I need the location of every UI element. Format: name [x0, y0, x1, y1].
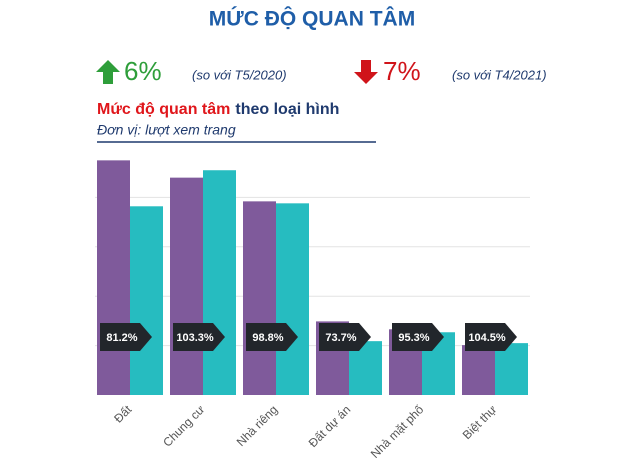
stat-note: (so với T4/2021) — [452, 67, 547, 82]
x-tick-label: Nhà riêng — [234, 402, 281, 449]
stat-change: 7% — [383, 56, 421, 86]
chart-title: Mức độ quan tâm theo loại hình — [97, 101, 339, 118]
ratio-arrow — [392, 323, 444, 351]
ratio-label: 104.5% — [468, 332, 506, 344]
ratio-label: 98.8% — [252, 332, 283, 344]
x-tick-label: Đất dự án — [306, 402, 354, 450]
bar — [203, 170, 236, 395]
ratio-arrow — [100, 323, 152, 351]
ratio-label: 81.2% — [106, 332, 137, 344]
chart-title-rest: theo loại hình — [235, 101, 339, 118]
bar — [170, 177, 203, 395]
x-tick-label: Chung cư — [160, 402, 207, 449]
x-tick-label: Đất — [111, 402, 135, 426]
ratio-label: 95.3% — [398, 332, 429, 344]
bar — [462, 345, 495, 395]
ratio-label: 103.3% — [176, 332, 214, 344]
bar — [130, 206, 163, 395]
ratio-arrow — [246, 323, 298, 351]
stat-note: (so với T5/2020) — [192, 67, 287, 82]
chart-subtitle: Đơn vị: lượt xem trang — [97, 122, 236, 138]
bar — [495, 343, 528, 395]
bar — [97, 160, 130, 395]
x-tick-label: Biệt thự — [460, 402, 500, 442]
plot: 81.2% Đất 103.3% Chung cư 98.8% Nhà riêng 73.7… — [95, 160, 530, 461]
chart-title-highlight: Mức độ quan tâm — [97, 101, 230, 118]
stat-change: 6% — [124, 56, 162, 86]
down-arrow — [354, 60, 378, 84]
x-tick-label: Nhà mặt phố — [368, 402, 427, 461]
ratio-label: 73.7% — [325, 332, 356, 344]
ratio-arrow — [465, 323, 517, 351]
up-arrow — [96, 60, 120, 84]
ratio-arrow — [173, 323, 225, 351]
ratio-arrow — [319, 323, 371, 351]
page-title: MỨC ĐỘ QUAN TÂM — [209, 7, 415, 31]
bar — [276, 203, 309, 395]
bar — [243, 201, 276, 395]
